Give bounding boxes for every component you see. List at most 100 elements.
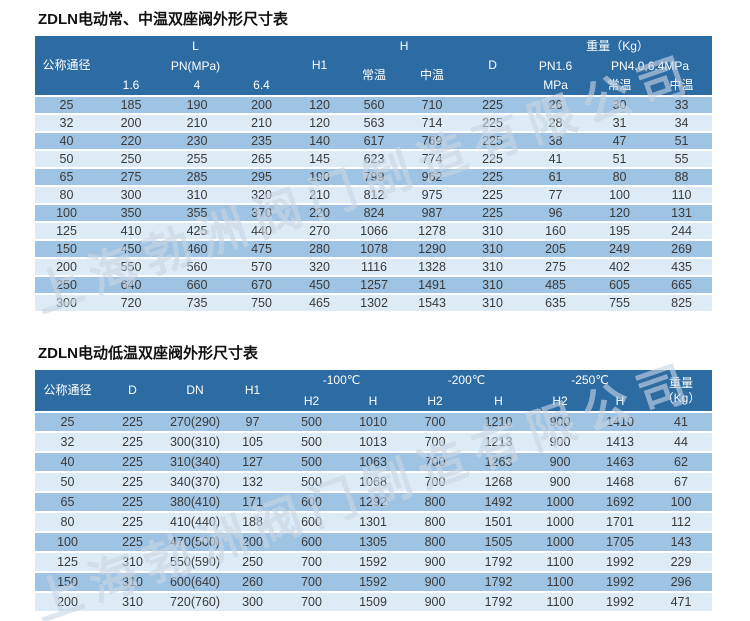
table-cell: 62 — [650, 451, 712, 472]
table-cell: 295 — [230, 167, 294, 186]
table-cell: 550 — [98, 257, 164, 276]
table-cell: 131 — [651, 203, 713, 222]
col-header-weight-kg: 重量 （Kg） — [650, 370, 712, 412]
table1-header-row-2: PN(MPa) 常温 中温 PN1.6 PN4.0,6.4MPa — [35, 56, 713, 96]
col-header-h-mid-temp: 中温 — [402, 56, 463, 96]
table-cell: 900 — [530, 471, 590, 492]
table-row: 80 225 410(440) 188 600 1301 800 1501 1000 1701 11… — [35, 511, 712, 532]
table-cell: 210 — [230, 113, 294, 132]
table-cell: 900 — [530, 431, 590, 452]
table-cell: 623 — [346, 149, 403, 168]
table-cell: 225 — [100, 491, 165, 512]
table-cell: 563 — [346, 113, 403, 132]
table-cell: 47 — [588, 131, 652, 150]
table-cell: 225 — [462, 203, 524, 222]
table-cell: 270 — [293, 221, 347, 240]
col-header-weight-mpa: MPa — [523, 76, 589, 96]
table-row: 250 640 660 670 450 1257 1491 310 485 605 665 — [35, 275, 713, 294]
table-cell: 100 — [650, 491, 712, 512]
table-cell: 1063 — [343, 451, 403, 472]
table-cell: 700 — [403, 451, 467, 472]
table-cell: 40 — [35, 451, 100, 472]
table-cell: 1210 — [467, 411, 530, 432]
col-header-nominal-diameter: 公称通径 — [35, 36, 98, 96]
table-cell: 720(760) — [165, 591, 225, 611]
table-row: 200 310 720(760) 300 700 1509 900 1792 1100 1992 4… — [35, 591, 712, 611]
table-row: 32 200 210 210 120 563 714 225 28 31 34 — [35, 113, 713, 132]
table-cell: 190 — [293, 167, 347, 186]
table-cell: 195 — [588, 221, 652, 240]
table-cell: 310 — [100, 571, 165, 592]
table-cell: 205 — [523, 239, 589, 258]
table-cell: 900 — [403, 551, 467, 572]
table-cell: 225 — [100, 471, 165, 492]
table-cell: 225 — [462, 167, 524, 186]
table-cell: 100 — [35, 531, 100, 552]
table-cell: 31 — [588, 113, 652, 132]
table-cell: 1290 — [402, 239, 463, 258]
table-cell: 1100 — [530, 591, 590, 611]
col-header-h2-250c: H2 — [530, 391, 590, 412]
table-cell: 900 — [530, 411, 590, 432]
table-cell: 1263 — [467, 451, 530, 472]
table-cell: 1501 — [467, 511, 530, 532]
table-cell: 1278 — [402, 221, 463, 240]
table-cell: 1066 — [346, 221, 403, 240]
table-cell: 310 — [462, 257, 524, 276]
table-cell: 470(500) — [165, 531, 225, 552]
table-cell: 100 — [588, 185, 652, 204]
table-cell: 310 — [462, 275, 524, 294]
table-cell: 640 — [98, 275, 164, 294]
table-cell: 1410 — [590, 411, 650, 432]
table-row: 25 225 270(290) 97 500 1010 700 1210 900 1410 41 — [35, 411, 712, 432]
weight-label-line2: （Kg） — [661, 390, 701, 405]
table-cell: 51 — [588, 149, 652, 168]
table-cell: 200 — [35, 257, 98, 276]
table-cell: 1992 — [590, 571, 650, 592]
table-cell: 1068 — [343, 471, 403, 492]
table-cell: 769 — [402, 131, 463, 150]
table-cell: 200 — [35, 591, 100, 611]
table-cell: 799 — [346, 167, 403, 186]
table-cell: 97 — [225, 411, 280, 432]
table-cell: 300 — [98, 185, 164, 204]
table-cell: 485 — [523, 275, 589, 294]
col-header-h-250c: H — [590, 391, 650, 412]
table-cell: 55 — [651, 149, 713, 168]
table-cell: 250 — [35, 275, 98, 294]
table-cell: 255 — [164, 149, 230, 168]
table-cell: 1592 — [343, 551, 403, 572]
table2-header-row-1: 公称通径 D DN H1 -100℃ -200℃ -250℃ 重量 （Kg） — [35, 370, 712, 412]
table1-title: ZDLN电动常、中温双座阀外形尺寸表 — [38, 11, 288, 28]
table-cell: 1413 — [590, 431, 650, 452]
table-cell: 774 — [402, 149, 463, 168]
col-header-minus-250c: -250℃ — [530, 370, 650, 391]
table-cell: 1992 — [590, 591, 650, 611]
table-cell: 425 — [164, 221, 230, 240]
table-cell: 617 — [346, 131, 403, 150]
table-cell: 80 — [588, 167, 652, 186]
col-header-pn-4: 4 — [164, 76, 230, 96]
table-cell: 80 — [35, 511, 100, 532]
table-cell: 25 — [35, 411, 100, 432]
table-cell: 32 — [35, 113, 98, 132]
table-cell: 1305 — [343, 531, 403, 552]
table-cell: 550(590) — [165, 551, 225, 572]
table-cell: 120 — [293, 95, 347, 114]
table-cell: 665 — [651, 275, 713, 294]
table-cell: 225 — [100, 431, 165, 452]
table-cell: 1701 — [590, 511, 650, 532]
table-row: 200 550 560 570 320 1116 1328 310 275 402 435 — [35, 257, 713, 276]
col-header-h-normal-temp: 常温 — [346, 56, 403, 96]
table-cell: 200 — [225, 531, 280, 552]
table-cell: 285 — [164, 167, 230, 186]
col-header-nominal-diameter: 公称通径 — [35, 370, 100, 412]
table-cell: 710 — [402, 95, 463, 114]
table2-title: ZDLN电动低温双座阀外形尺寸表 — [38, 345, 258, 362]
col-header-minus-100c: -100℃ — [280, 370, 403, 391]
col-header-pn-1-6: 1.6 — [98, 76, 164, 96]
table-cell: 225 — [462, 185, 524, 204]
table-cell: 260 — [225, 571, 280, 592]
